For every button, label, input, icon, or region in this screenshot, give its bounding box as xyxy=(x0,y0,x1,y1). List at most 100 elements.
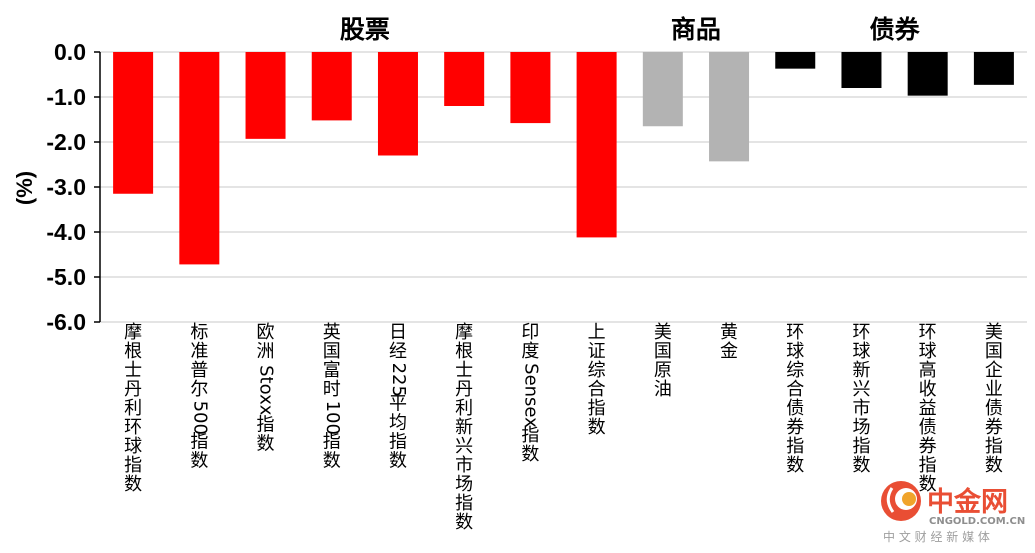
y-tick-label: -3.0 xyxy=(46,174,86,200)
category-label-part: 指 xyxy=(323,432,341,453)
category-label-part: 日 xyxy=(389,322,407,343)
y-tick-label: -4.0 xyxy=(46,219,86,245)
category-label-part: 环 xyxy=(852,322,870,343)
category-label-part: 球 xyxy=(786,341,804,362)
bar xyxy=(113,52,154,194)
category-label-part: 上 xyxy=(588,322,606,343)
category-label-part: 印 xyxy=(521,322,539,343)
category-label-part: 225 xyxy=(388,363,409,397)
bar xyxy=(576,52,617,238)
category-label-part: 球 xyxy=(852,341,870,362)
group-headers: 股票 商品 债券 xyxy=(340,15,921,44)
category-label-part: 球 xyxy=(124,436,142,457)
category-label-part: 美 xyxy=(985,322,1003,343)
category-label-part: 环 xyxy=(919,322,937,343)
category-label-part: 指 xyxy=(985,436,1003,457)
category-label-part: 金 xyxy=(720,341,738,362)
category-label-part: 黄 xyxy=(720,322,738,343)
category-label-part: 券 xyxy=(919,436,937,457)
category-label-part: 指 xyxy=(190,432,208,453)
category-label-part: 尔 xyxy=(190,379,208,400)
category-label-part: 利 xyxy=(124,398,142,419)
category-label-part: 丹 xyxy=(124,379,142,400)
category-label-part: 市 xyxy=(852,398,870,419)
category-label-part: 指 xyxy=(588,398,606,419)
category-label-part: 欧 xyxy=(257,322,275,343)
category-label-part: 指 xyxy=(786,436,804,457)
category-label-part: 美 xyxy=(654,322,672,343)
category-label-part: 指 xyxy=(257,415,275,436)
category-label-part: 标 xyxy=(190,322,208,343)
category-label-part: 指 xyxy=(521,425,539,446)
watermark-tagline: 中 文 财 经 新 媒 体 xyxy=(883,529,990,544)
bar xyxy=(642,52,683,127)
cngold-logo-icon xyxy=(881,481,921,521)
category-label-part: 士 xyxy=(455,360,473,381)
bar xyxy=(841,52,882,88)
category-labels: 摩根士丹利环球指数标准普尔500指数欧洲Stoxx指数英国富时100指数日经22… xyxy=(124,322,1003,533)
category-label-part: 摩 xyxy=(455,322,473,343)
category-label-part: 数 xyxy=(455,512,473,533)
category-label-part: 数 xyxy=(190,451,208,472)
category-label-part: 企 xyxy=(985,360,1003,381)
category-label-part: 综 xyxy=(588,360,606,381)
category-label-part: 国 xyxy=(985,341,1003,362)
category-label-part: 高 xyxy=(919,360,937,381)
y-tick-label: -2.0 xyxy=(46,129,86,155)
category-label-part: 原 xyxy=(654,360,672,381)
y-tick-label: -6.0 xyxy=(46,309,86,335)
bar xyxy=(973,52,1014,85)
category-label-part: 合 xyxy=(588,379,606,400)
category-label-part: 数 xyxy=(124,474,142,495)
category-label-part: 均 xyxy=(389,413,407,434)
category-label-part: 综 xyxy=(786,360,804,381)
bar xyxy=(907,52,948,96)
gridlines xyxy=(100,51,1027,323)
category-label-part: 券 xyxy=(985,417,1003,438)
y-axis-label: (%) xyxy=(12,171,37,205)
category-label-part: 度 xyxy=(521,341,539,362)
category-label-part: 指 xyxy=(389,432,407,453)
category-label-part: 指 xyxy=(852,436,870,457)
category-label-part: 球 xyxy=(919,341,937,362)
bar xyxy=(311,52,352,121)
category-label-part: 指 xyxy=(455,493,473,514)
category-label-part: 洲 xyxy=(257,341,275,362)
category-label-part: 英 xyxy=(323,322,341,343)
bar xyxy=(377,52,418,156)
category-label-part: 债 xyxy=(786,398,804,419)
category-label-part: 业 xyxy=(985,379,1003,400)
category-label-part: 油 xyxy=(654,379,672,400)
bar xyxy=(510,52,551,124)
watermark: 中金网 CNGOLD.COM.CN 中 文 财 经 新 媒 体 xyxy=(881,481,1025,544)
category-label-part: 富 xyxy=(323,360,341,381)
bars xyxy=(113,52,1014,265)
category-label-part: 新 xyxy=(455,417,473,438)
y-axis: 0.0 -1.0 -2.0 -3.0 -4.0 -5.0 -6.0 xyxy=(46,39,101,335)
bar xyxy=(245,52,286,139)
category-label-part: 平 xyxy=(389,394,407,415)
category-label-part: 债 xyxy=(985,398,1003,419)
category-label-part: 数 xyxy=(521,444,539,465)
category-label-part: 兴 xyxy=(455,436,473,457)
category-label-part: 合 xyxy=(786,379,804,400)
watermark-name: 中金网 xyxy=(927,486,1008,518)
category-label-part: 收 xyxy=(919,379,937,400)
category-label-part: 债 xyxy=(919,417,937,438)
category-label-part: 摩 xyxy=(124,322,142,343)
category-label-part: Sensex xyxy=(520,363,541,428)
category-label-part: 数 xyxy=(852,455,870,476)
watermark-domain: CNGOLD.COM.CN xyxy=(929,516,1025,527)
category-label-part: 100 xyxy=(322,401,343,435)
category-label-part: 指 xyxy=(124,455,142,476)
category-label-part: 兴 xyxy=(852,379,870,400)
category-label-part: 利 xyxy=(455,398,473,419)
category-label-part: Stoxx xyxy=(256,365,277,416)
group-label: 股票 xyxy=(340,15,390,44)
bar xyxy=(709,52,750,162)
category-label-part: 数 xyxy=(257,434,275,455)
category-label-part: 数 xyxy=(786,455,804,476)
category-label-part: 证 xyxy=(588,341,606,362)
category-label-part: 环 xyxy=(124,417,142,438)
